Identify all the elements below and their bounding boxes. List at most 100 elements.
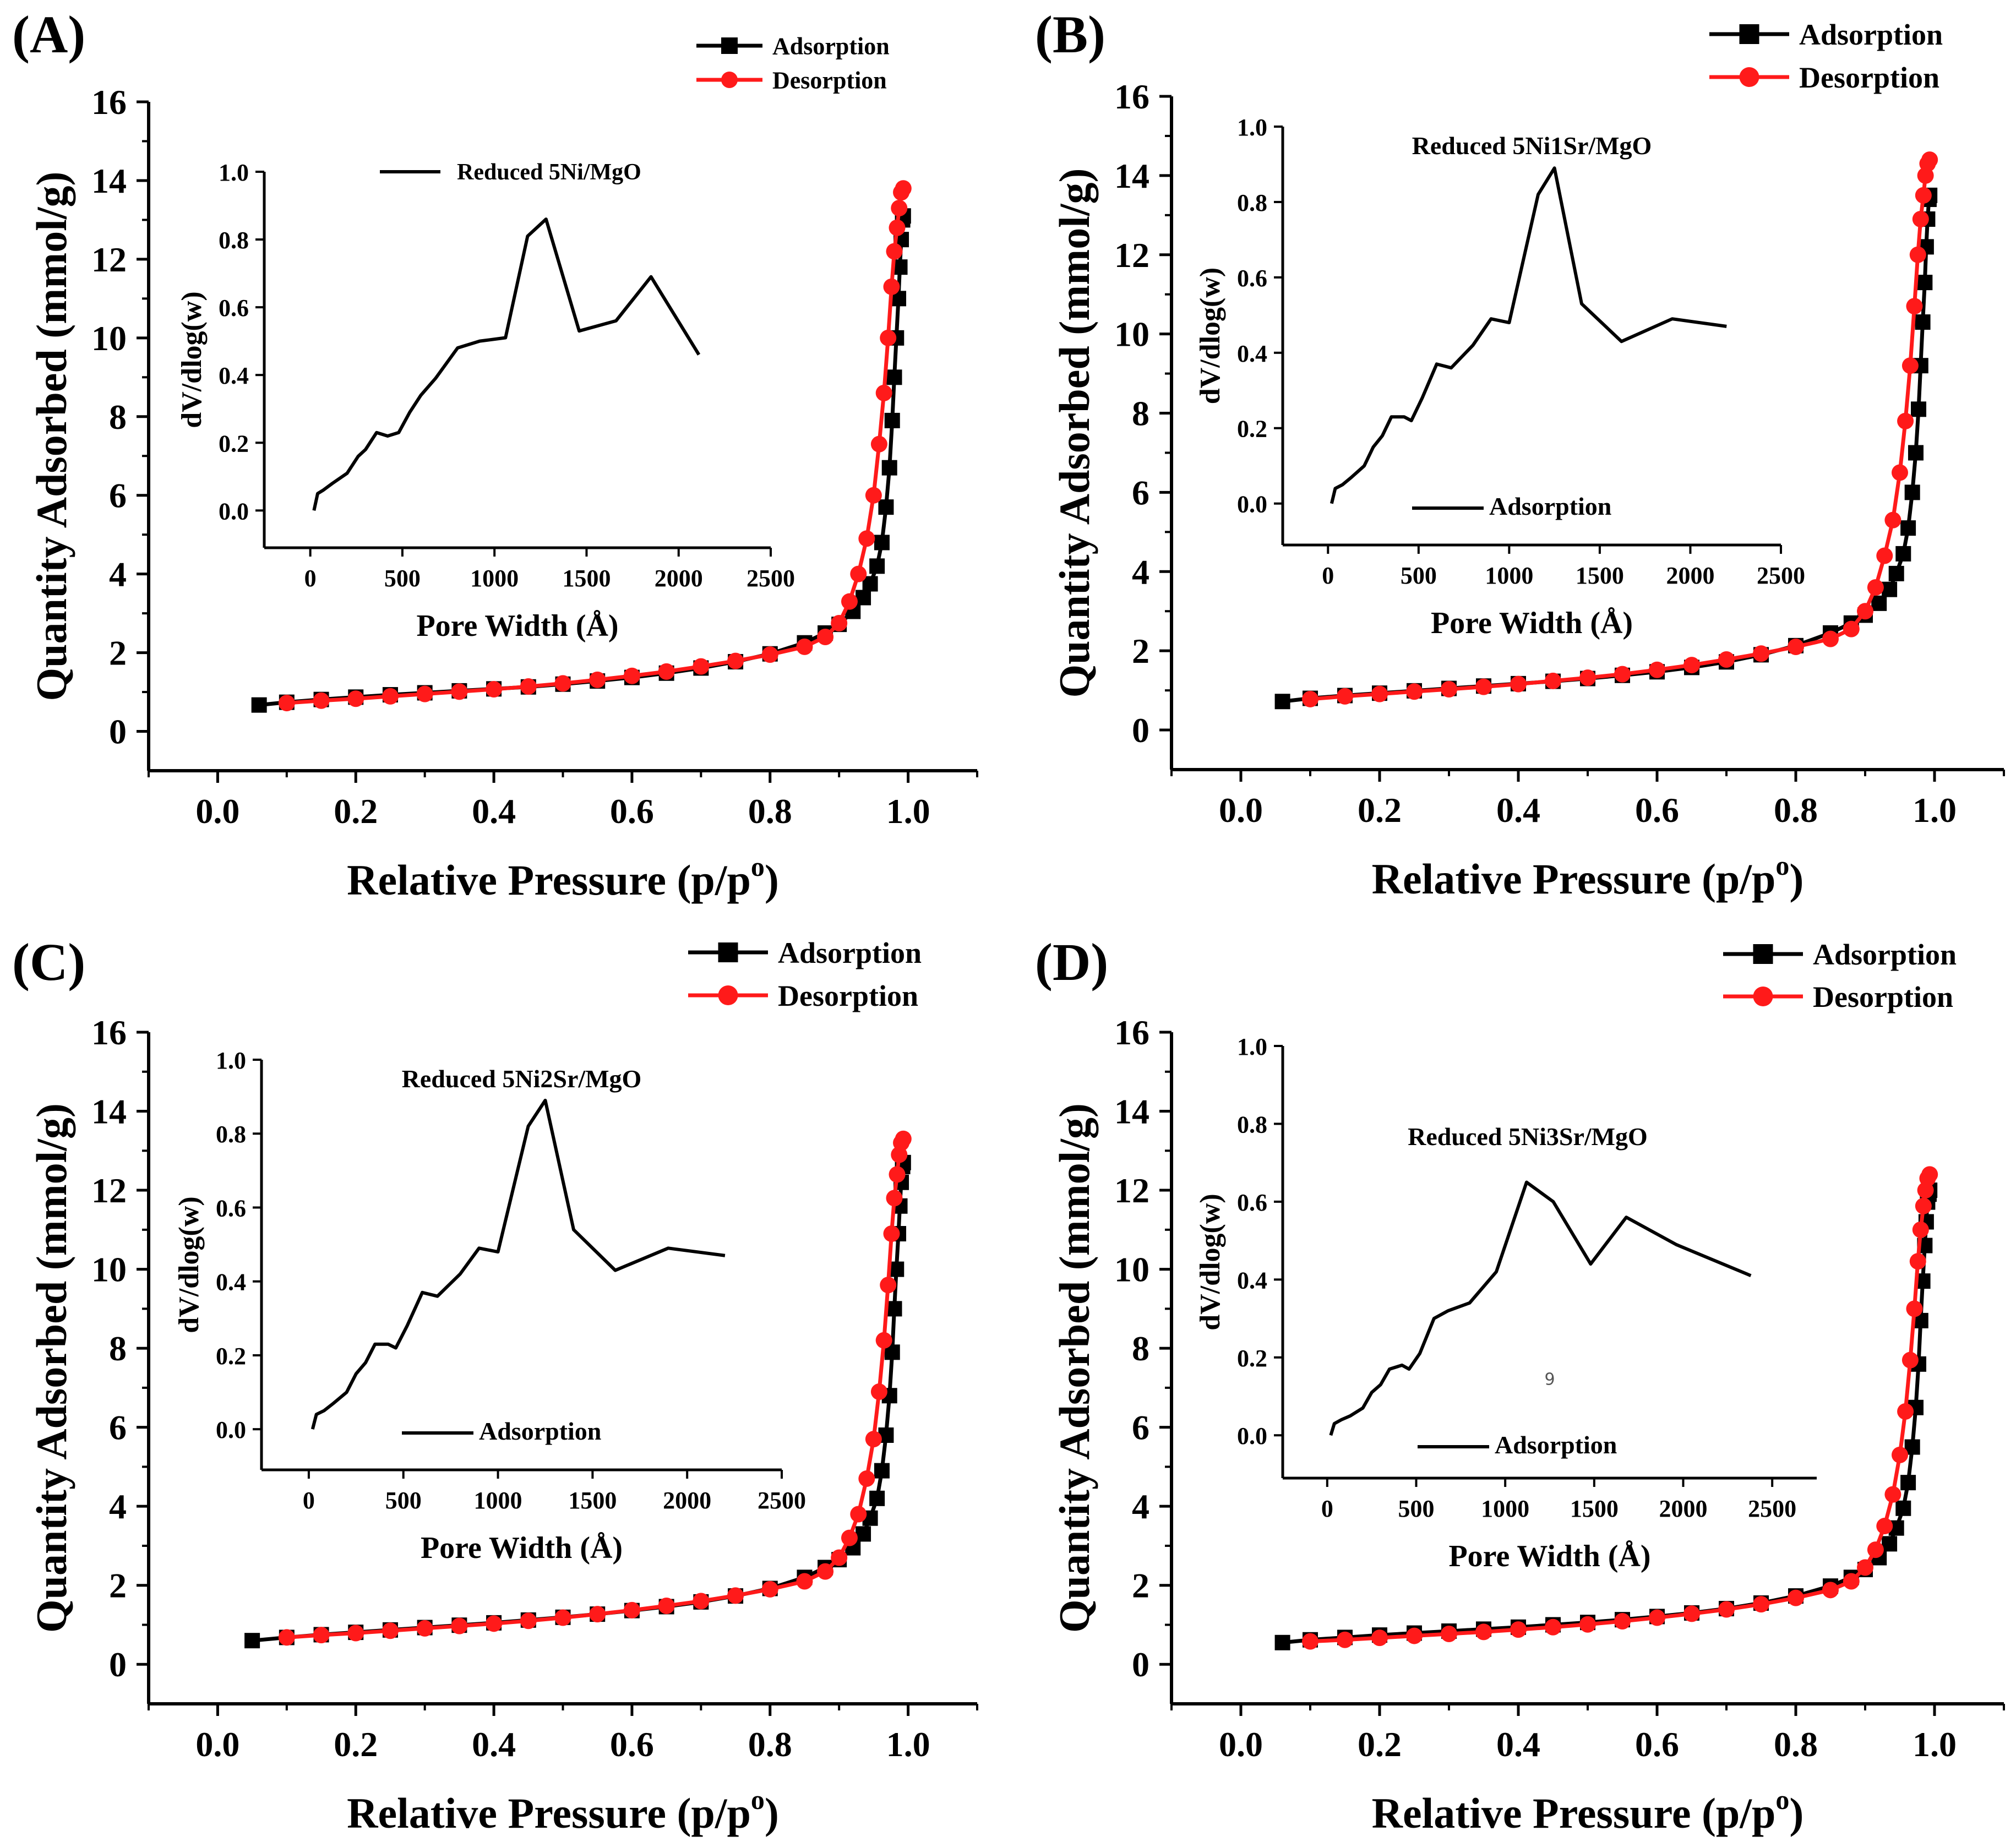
inset-legend-label: Reduced 5Ni/MgO [457, 160, 641, 185]
x-axis-label-sup: o [751, 851, 765, 882]
legend-label-adsorption: Adsorption [772, 32, 890, 59]
inset-x-tick-label: 1500 [562, 565, 611, 592]
inset-y-tick-label: 0.2 [219, 430, 249, 457]
desorption-point [865, 487, 882, 504]
inset-y-tick-label: 0.4 [1237, 1267, 1267, 1294]
x-axis-label: Relative Pressure (p/po) [347, 851, 779, 904]
inset-x-tick-label: 0 [303, 1487, 315, 1514]
desorption-point [880, 329, 897, 346]
desorption-point [589, 671, 606, 688]
x-tick-label: 0.2 [1358, 1725, 1402, 1764]
inset: 0.0 0.2 0.4 0.6 0.8 1.0 0 500 1000 1500 2000 2500 Po… [1195, 1033, 1817, 1573]
legend-marker-desorption [721, 72, 738, 88]
y-tick-label: 12 [91, 240, 127, 279]
adsorption-point [884, 412, 900, 428]
x-axis-label: Relative Pressure (p/po) [1372, 1784, 1804, 1837]
desorption-point [554, 1609, 571, 1626]
panel-d: (D) 0 2 4 6 8 10 12 14 16 0.0 0.2 0.4 0.6 0.8 1.0 Relati… [1035, 933, 2005, 1837]
desorption-point [451, 1617, 468, 1634]
desorption-point [1915, 1197, 1932, 1214]
desorption-point [520, 678, 537, 695]
desorption-point [893, 184, 910, 201]
inset-x-tick-label: 500 [385, 1487, 422, 1514]
desorption-point [1909, 1253, 1926, 1270]
desorption-point [1876, 1518, 1893, 1535]
desorption-point [817, 629, 834, 645]
adsorption-point [869, 558, 885, 574]
desorption-point [1510, 1621, 1527, 1638]
legend: Adsorption Desorption [1709, 18, 1943, 94]
inset-title: Reduced 5Ni3Sr/MgO [1408, 1122, 1648, 1151]
inset-x-tick-label: 500 [1398, 1495, 1435, 1522]
inset-x-tick-label: 1500 [1576, 562, 1624, 589]
desorption-point [1753, 645, 1769, 662]
inset-x-tick-label: 0 [1321, 1495, 1333, 1522]
inset-y-tick-label: 1.0 [219, 159, 249, 186]
inset-x-axis-label: Pore Width (Å) [1431, 606, 1633, 640]
desorption-point [1337, 1631, 1353, 1648]
x-axis-label-main: Relative Pressure (p/p [1372, 855, 1776, 903]
desorption-point [278, 1629, 295, 1646]
desorption-point [1915, 187, 1932, 204]
desorption-point [1475, 678, 1492, 695]
x-tick-label: 0.6 [1635, 1725, 1679, 1764]
y-tick-label: 2 [109, 634, 127, 673]
desorption-point [831, 614, 848, 631]
inset-y-tick-label: 0.6 [219, 295, 249, 321]
desorption-point [416, 1620, 433, 1637]
inset-y-tick-label: 1.0 [216, 1047, 246, 1074]
legend-marker-adsorption [1739, 24, 1759, 44]
legend-label-adsorption: Adsorption [1813, 938, 1957, 971]
inset-x-tick-label: 0 [1322, 562, 1334, 589]
x-tick-label: 1.0 [1913, 1725, 1957, 1764]
desorption-point [486, 1615, 503, 1632]
legend-label-desorption: Desorption [778, 979, 918, 1012]
inset-y-tick-label: 0.2 [216, 1343, 246, 1370]
desorption-point [658, 663, 675, 680]
y-axis-label: Quantity Adsorbed (mmol/g) [1050, 168, 1098, 697]
inset-legend-label: Adsorption [479, 1417, 601, 1445]
inset: 0.0 0.2 0.4 0.6 0.8 1.0 0 500 1000 1500 2000 2500 Po… [176, 159, 795, 643]
x-tick-label: 0.0 [1219, 791, 1263, 830]
y-tick-label: 6 [1132, 1408, 1149, 1447]
desorption-point [1906, 298, 1923, 315]
inset-x-tick-label: 1000 [474, 1487, 522, 1514]
desorption-point [347, 1625, 364, 1642]
adsorption-point [1274, 1634, 1290, 1650]
x-tick-label: 0.8 [748, 792, 792, 831]
inset-x-tick-label: 0 [304, 565, 317, 592]
panel-b: (B) 0 2 4 6 8 10 12 14 16 0.0 0.2 0.4 0.6 0.8 1.0 Relati… [1035, 5, 2005, 903]
adsorption-point [1871, 595, 1887, 611]
legend: Adsorption Desorption [696, 32, 890, 94]
inset-title: Reduced 5Ni2Sr/MgO [402, 1065, 642, 1093]
y-tick-label: 6 [109, 476, 127, 515]
inset-x-tick-label: 2000 [1666, 562, 1714, 589]
desorption-point [1912, 1221, 1929, 1238]
legend-label-desorption: Desorption [772, 67, 887, 94]
x-axis-label-sup: o [1775, 1784, 1789, 1815]
inset-x-axis-label: Pore Width (Å) [416, 609, 618, 643]
desorption-point [889, 1166, 906, 1183]
desorption-point [841, 1529, 858, 1546]
series-line-adsorption [1282, 1190, 1932, 1645]
y-axis-label: Quantity Adsorbed (mmol/g) [28, 1103, 75, 1633]
inset-x-tick-label: 2500 [747, 565, 795, 592]
desorption-point [1867, 579, 1884, 596]
x-axis-label-main: Relative Pressure (p/p [1372, 1789, 1776, 1837]
inset-y-axis-label: dV/dlog(w) [173, 1196, 205, 1333]
panel-c: (C) 0 2 4 6 8 10 12 14 16 0.0 0.2 0.4 0.6 0.8 1.0 Relati… [12, 933, 978, 1837]
x-axis-label: Relative Pressure (p/po) [1372, 850, 1804, 903]
inset-y-tick-label: 0.0 [216, 1416, 246, 1443]
desorption-point [796, 638, 813, 655]
x-axis-label-end: ) [1789, 855, 1803, 903]
desorption-point [1897, 1403, 1914, 1420]
inset-y-tick-label: 0.2 [1237, 1345, 1267, 1372]
desorption-point [1614, 666, 1631, 683]
inset-legend-label: Adsorption [1489, 492, 1611, 520]
panel-label: (A) [12, 5, 85, 64]
inset-x-tick-label: 1000 [470, 565, 519, 592]
desorption-point [875, 1332, 892, 1349]
inset-y-tick-label: 0.8 [1237, 1111, 1267, 1138]
legend-marker-adsorption [1753, 944, 1773, 964]
y-tick-label: 4 [109, 1487, 127, 1526]
